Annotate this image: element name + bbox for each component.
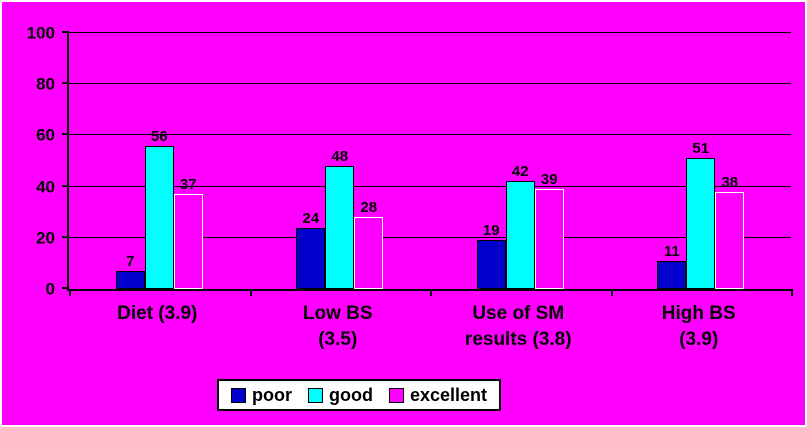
y-tick-label: 80 [36, 74, 55, 94]
bar-good: 42 [505, 164, 535, 289]
category-label-3: Use of SM results (3.8) [428, 301, 609, 352]
bar-poor: 24 [296, 211, 326, 289]
bar-value-label: 48 [331, 148, 349, 166]
bar-excellent: 38 [715, 175, 745, 289]
bar-value-label: 37 [179, 176, 197, 194]
category-label-4: High BS (3.9) [609, 301, 790, 352]
bar-value-label: 19 [482, 222, 500, 240]
bar-value-label: 51 [692, 140, 710, 158]
bar-good: 56 [144, 129, 174, 289]
x-tick-mark [69, 289, 71, 296]
bar-group-2: 24 48 28 [250, 33, 431, 289]
bar-poor: 7 [115, 254, 145, 289]
legend-swatch-poor [230, 387, 246, 403]
x-tick-mark [791, 289, 793, 296]
legend-label: good [328, 385, 373, 405]
category-label-line: Low BS [302, 303, 373, 324]
bars-layer: 7 56 37 24 48 28 19 42 39 11 51 38 [69, 33, 791, 289]
y-tick-mark [62, 287, 69, 289]
category-label-line: Use of SM [472, 303, 565, 324]
bar-good: 48 [325, 149, 355, 289]
bar-value-label: 38 [721, 173, 739, 191]
y-tick-label: 100 [26, 23, 55, 43]
category-axis-labels: Diet (3.9) Low BS (3.5) Use of SM results (3… [67, 301, 789, 352]
bar-value-label: 7 [126, 253, 135, 271]
legend-item-good: good [307, 385, 373, 405]
bar-value-label: 39 [540, 171, 558, 189]
bar-value-label: 56 [150, 127, 168, 145]
legend-item-excellent: excellent [388, 385, 488, 405]
y-tick-mark [62, 184, 69, 187]
gridline-80 [69, 83, 791, 85]
bar-value-label: 11 [663, 242, 680, 260]
category-label-1: Diet (3.9) [67, 301, 248, 352]
bar-value-label: 24 [302, 209, 320, 227]
category-label-line: (3.9) [679, 328, 719, 350]
y-tick-label: 0 [45, 279, 55, 299]
bar-excellent: 39 [534, 172, 564, 289]
y-tick-mark [62, 82, 69, 85]
category-label-2: Low BS (3.5) [248, 301, 429, 352]
bar-value-label: 42 [511, 163, 529, 181]
x-tick-mark [430, 289, 432, 296]
y-tick-label: 60 [36, 125, 55, 145]
bar-group-3: 19 42 39 [430, 33, 611, 289]
bar-poor: 11 [657, 244, 687, 289]
y-tick-label: 40 [36, 177, 55, 197]
legend-swatch-excellent [388, 387, 404, 403]
bar-excellent: 28 [354, 200, 384, 289]
x-tick-mark [249, 289, 252, 296]
bar-group-1: 7 56 37 [69, 33, 250, 289]
category-label-line: High BS [661, 303, 736, 324]
y-tick-label: 20 [36, 228, 55, 248]
gridline-60 [69, 134, 791, 136]
legend-label: excellent [409, 385, 488, 405]
bar-good: 51 [686, 141, 716, 289]
y-tick-mark [62, 133, 69, 136]
legend-item-poor: poor [230, 385, 292, 405]
category-label-line: (3.5) [318, 328, 358, 350]
category-label-line: Diet (3.9) [117, 303, 198, 324]
category-label-line: results (3.8) [464, 328, 572, 350]
gridline-100 [69, 32, 791, 33]
legend-label: poor [251, 385, 292, 405]
bar-excellent: 37 [173, 177, 203, 289]
gridline-40 [69, 185, 791, 187]
x-tick-mark [610, 289, 613, 296]
legend-swatch-good [307, 387, 323, 403]
y-tick-mark [62, 235, 69, 238]
plot-area: 0 20 40 60 80 100 7 56 37 24 48 28 19 42 39 11 51 38 [27, 25, 793, 298]
y-tick-mark [62, 31, 69, 33]
bar-value-label: 28 [360, 199, 378, 217]
gridline-20 [69, 236, 791, 238]
bar-group-4: 11 51 38 [611, 33, 792, 289]
legend: poor good excellent [216, 379, 502, 411]
bar-poor: 19 [476, 223, 506, 289]
